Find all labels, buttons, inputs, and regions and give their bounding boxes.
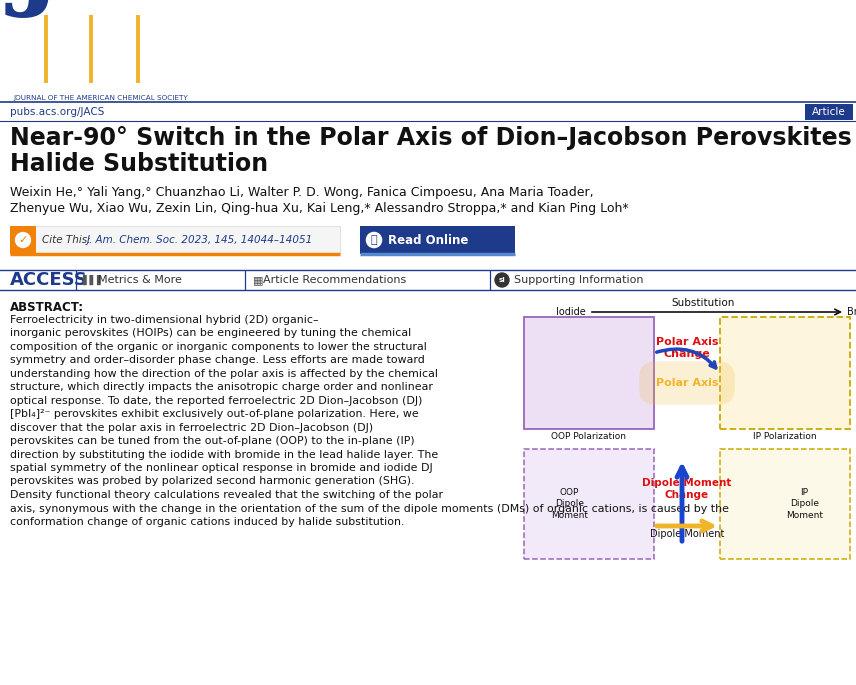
Text: inorganic perovskites (HOIPs) can be engineered by tuning the chemical: inorganic perovskites (HOIPs) can be eng… — [10, 328, 411, 338]
Text: OOP Polarization: OOP Polarization — [551, 432, 627, 441]
Text: ACCESS: ACCESS — [10, 271, 88, 289]
Circle shape — [495, 273, 509, 287]
Text: optical response. To date, the reported ferroelectric 2D Dion–Jacobson (DJ): optical response. To date, the reported … — [10, 395, 422, 406]
Circle shape — [14, 231, 32, 249]
Text: Dipole Moment
Change: Dipole Moment Change — [642, 478, 732, 500]
Bar — [360, 226, 515, 254]
Text: Halide Substitution: Halide Substitution — [10, 152, 268, 176]
Text: direction by substituting the iodide with bromide in the lead halide layer. The: direction by substituting the iodide wit… — [10, 449, 438, 460]
Bar — [524, 449, 654, 559]
Text: ABSTRACT:: ABSTRACT: — [10, 301, 84, 314]
Text: Bromide: Bromide — [847, 307, 856, 317]
Bar — [10, 226, 340, 254]
Text: A: A — [52, 0, 133, 18]
Text: S: S — [143, 0, 218, 18]
Text: perovskites was probed by polarized second harmonic generation (SHG).: perovskites was probed by polarized seco… — [10, 477, 414, 486]
Text: Article: Article — [812, 107, 846, 117]
Text: ▌▌▌: ▌▌▌ — [82, 275, 104, 285]
Text: Weixin He,° Yali Yang,° Chuanzhao Li, Walter P. D. Wong, Fanica Cimpoesu, Ana Ma: Weixin He,° Yali Yang,° Chuanzhao Li, Wa… — [10, 186, 593, 199]
Text: C: C — [97, 0, 180, 18]
Text: si: si — [499, 277, 505, 283]
Text: Polar Axis: Polar Axis — [656, 378, 718, 388]
Text: Cite This:: Cite This: — [42, 235, 91, 245]
Text: IP Polarization: IP Polarization — [753, 432, 817, 441]
Text: symmetry and order–disorder phase change. Less efforts are made toward: symmetry and order–disorder phase change… — [10, 355, 425, 365]
Text: ✓: ✓ — [18, 235, 27, 245]
Text: Iodide: Iodide — [556, 307, 586, 317]
Bar — [720, 317, 850, 429]
Text: Metrics & More: Metrics & More — [98, 275, 181, 285]
Text: Density functional theory calculations revealed that the switching of the polar: Density functional theory calculations r… — [10, 490, 443, 500]
Text: IP
Dipole
Moment: IP Dipole Moment — [786, 488, 823, 520]
Text: Zhenyue Wu, Xiao Wu, Zexin Lin, Qing-hua Xu, Kai Leng,* Alessandro Stroppa,* and: Zhenyue Wu, Xiao Wu, Zexin Lin, Qing-hua… — [10, 202, 628, 215]
Bar — [805, 104, 853, 120]
Text: axis, synonymous with the change in the orientation of the sum of the dipole mom: axis, synonymous with the change in the … — [10, 503, 729, 514]
Bar — [10, 226, 36, 254]
Text: perovskites can be tuned from the out-of-plane (OOP) to the in-plane (IP): perovskites can be tuned from the out-of… — [10, 436, 414, 446]
Text: Read Online: Read Online — [388, 234, 468, 247]
Bar — [720, 449, 850, 559]
Text: Supporting Information: Supporting Information — [514, 275, 644, 285]
Text: ▦: ▦ — [253, 275, 264, 285]
Text: Near-90° Switch in the Polar Axis of Dion–Jacobson Perovskites by: Near-90° Switch in the Polar Axis of Dio… — [10, 126, 856, 150]
Text: composition of the organic or inorganic components to lower the structural: composition of the organic or inorganic … — [10, 342, 427, 351]
Text: J: J — [13, 0, 62, 18]
Text: OOP
Dipole
Moment: OOP Dipole Moment — [551, 488, 588, 520]
Text: structure, which directly impacts the anisotropic charge order and nonlinear: structure, which directly impacts the an… — [10, 382, 433, 392]
Text: conformation change of organic cations induced by halide substitution.: conformation change of organic cations i… — [10, 517, 404, 527]
Text: J. Am. Chem. Soc. 2023, 145, 14044–14051: J. Am. Chem. Soc. 2023, 145, 14044–14051 — [87, 235, 313, 245]
Text: Polar Axis
Change: Polar Axis Change — [656, 337, 718, 359]
Bar — [524, 317, 654, 429]
Text: Article Recommendations: Article Recommendations — [263, 275, 407, 285]
Text: [PbI₄]²⁻ perovskites exhibit exclusively out-of-plane polarization. Here, we: [PbI₄]²⁻ perovskites exhibit exclusively… — [10, 409, 419, 419]
Text: Dipole Moment: Dipole Moment — [650, 529, 724, 539]
Text: Ferroelectricity in two-dimensional hybrid (2D) organic–: Ferroelectricity in two-dimensional hybr… — [10, 314, 318, 325]
Text: spatial symmetry of the nonlinear optical response in bromide and iodide DJ: spatial symmetry of the nonlinear optica… — [10, 463, 433, 473]
Text: understanding how the direction of the polar axis is affected by the chemical: understanding how the direction of the p… — [10, 369, 438, 379]
Text: Substitution: Substitution — [672, 298, 735, 308]
Text: JOURNAL OF THE AMERICAN CHEMICAL SOCIETY: JOURNAL OF THE AMERICAN CHEMICAL SOCIETY — [13, 95, 187, 101]
Text: discover that the polar axis in ferroelectric 2D Dion–Jacobson (DJ): discover that the polar axis in ferroele… — [10, 423, 373, 432]
Text: 🌐: 🌐 — [371, 235, 377, 245]
Circle shape — [365, 231, 383, 249]
Text: pubs.acs.org/JACS: pubs.acs.org/JACS — [10, 107, 104, 117]
